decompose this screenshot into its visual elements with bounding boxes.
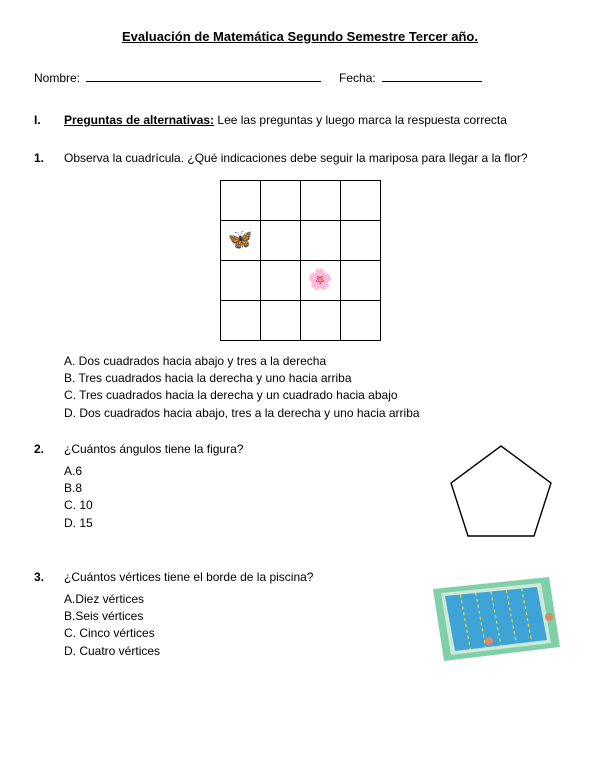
- grid-cell: [220, 261, 260, 301]
- option[interactable]: C. Cinco vértices: [64, 625, 409, 641]
- q2-number: 2.: [34, 441, 52, 457]
- grid-cell: [220, 301, 260, 341]
- option[interactable]: B.8: [64, 480, 426, 496]
- option[interactable]: D. Cuatro vértices: [64, 643, 409, 659]
- q1-text: Observa la cuadrícula. ¿Qué indicaciones…: [64, 150, 566, 166]
- option[interactable]: B.Seis vértices: [64, 608, 409, 624]
- name-date-row: Nombre: Fecha:: [34, 70, 566, 86]
- option[interactable]: C. 10: [64, 497, 426, 513]
- section-instruction: Lee las preguntas y luego marca la respu…: [217, 113, 507, 127]
- grid-cell: [340, 181, 380, 221]
- grid-cell: [260, 261, 300, 301]
- pentagon-shape: [451, 446, 551, 536]
- option[interactable]: D. Dos cuadrados hacia abajo, tres a la …: [64, 405, 566, 421]
- grid-cell: [300, 181, 340, 221]
- option[interactable]: A.6: [64, 463, 426, 479]
- section-label: Preguntas de alternativas:: [64, 113, 214, 127]
- grid-cell: [340, 301, 380, 341]
- q3-number: 3.: [34, 569, 52, 585]
- question-3: 3. ¿Cuántos vértices tiene el borde de l…: [34, 569, 566, 679]
- option[interactable]: D. 15: [64, 515, 426, 531]
- grid-cell: [300, 301, 340, 341]
- grid-cell: [260, 301, 300, 341]
- q1-grid-wrap: 🦋🌸: [34, 180, 566, 341]
- question-1: 1. Observa la cuadrícula. ¿Qué indicacio…: [34, 150, 566, 166]
- q1-grid: 🦋🌸: [220, 180, 381, 341]
- q3-text: ¿Cuántos vértices tiene el borde de la p…: [64, 569, 409, 585]
- option[interactable]: A.Diez vértices: [64, 591, 409, 607]
- option[interactable]: A. Dos cuadrados hacia abajo y tres a la…: [64, 353, 566, 369]
- grid-cell: [260, 181, 300, 221]
- q2-text: ¿Cuántos ángulos tiene la figura?: [64, 441, 426, 457]
- section-heading: I. Preguntas de alternativas: Lee las pr…: [34, 112, 566, 128]
- pentagon-figure: [446, 441, 556, 541]
- name-label: Nombre:: [34, 70, 80, 86]
- page-title: Evaluación de Matemática Segundo Semestr…: [34, 28, 566, 46]
- q2-options: A.6B.8C. 10 D. 15: [64, 463, 426, 531]
- q1-options: A. Dos cuadrados hacia abajo y tres a la…: [64, 353, 566, 421]
- grid-cell: [340, 261, 380, 301]
- grid-cell: [260, 221, 300, 261]
- grid-cell: 🦋: [220, 221, 260, 261]
- grid-cell: [340, 221, 380, 261]
- grid-cell: 🌸: [300, 261, 340, 301]
- date-label: Fecha:: [339, 70, 376, 86]
- pool-figure: [429, 569, 564, 669]
- q1-number: 1.: [34, 150, 52, 166]
- question-2: 2. ¿Cuántos ángulos tiene la figura? A.6…: [34, 441, 566, 551]
- option[interactable]: C. Tres cuadrados hacia la derecha y un …: [64, 387, 566, 403]
- option[interactable]: B. Tres cuadrados hacia la derecha y uno…: [64, 370, 566, 386]
- grid-cell: [300, 221, 340, 261]
- grid-cell: [220, 181, 260, 221]
- name-field[interactable]: [86, 70, 321, 82]
- section-roman: I.: [34, 112, 52, 128]
- q3-options: A.Diez vérticesB.Seis vérticesC. Cinco v…: [64, 591, 409, 659]
- date-field[interactable]: [382, 70, 482, 82]
